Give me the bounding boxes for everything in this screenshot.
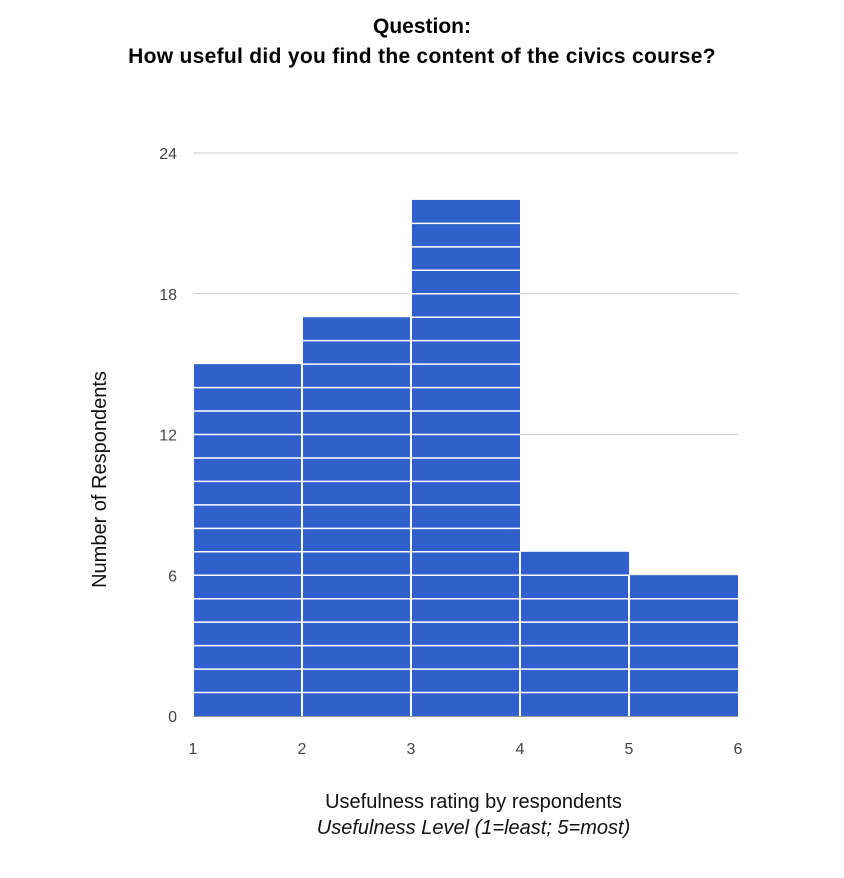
x-axis-subtitle: Usefulness Level (1=least; 5=most): [317, 817, 631, 839]
histogram-bar: [192, 364, 302, 716]
y-tick-label: 12: [159, 428, 177, 445]
chart-title-line1: Question:: [373, 15, 471, 38]
bars: [192, 199, 738, 716]
x-tick-label: 4: [516, 741, 525, 758]
chart-title-line2: How useful did you find the content of t…: [128, 45, 716, 68]
y-tick-label: 18: [159, 287, 177, 304]
bar-fill: [302, 317, 411, 716]
y-tick-label: 24: [159, 146, 177, 163]
y-tick-label: 0: [168, 709, 177, 726]
chart-title: Question: How useful did you find the co…: [0, 12, 844, 72]
x-tick-label: 6: [734, 741, 743, 758]
x-axis-title: Usefulness rating by respondents: [325, 791, 622, 813]
histogram-bar: [519, 551, 629, 716]
bar-fill: [520, 551, 629, 716]
x-tick-label: 5: [625, 741, 634, 758]
x-tick-label: 3: [407, 741, 416, 758]
y-tick-labels: 0 6 12 18 24: [159, 146, 177, 726]
x-tick-labels: 1 2 3 4 5 6: [189, 741, 743, 758]
y-tick-label: 6: [168, 568, 177, 585]
bar-fill: [193, 364, 302, 716]
histogram-bar: [628, 575, 738, 716]
histogram-bar: [301, 317, 411, 716]
x-tick-label: 1: [189, 741, 198, 758]
x-tick-label: 2: [298, 741, 307, 758]
y-axis-title: Number of Respondents: [89, 371, 111, 588]
histogram-bar: [410, 199, 520, 716]
